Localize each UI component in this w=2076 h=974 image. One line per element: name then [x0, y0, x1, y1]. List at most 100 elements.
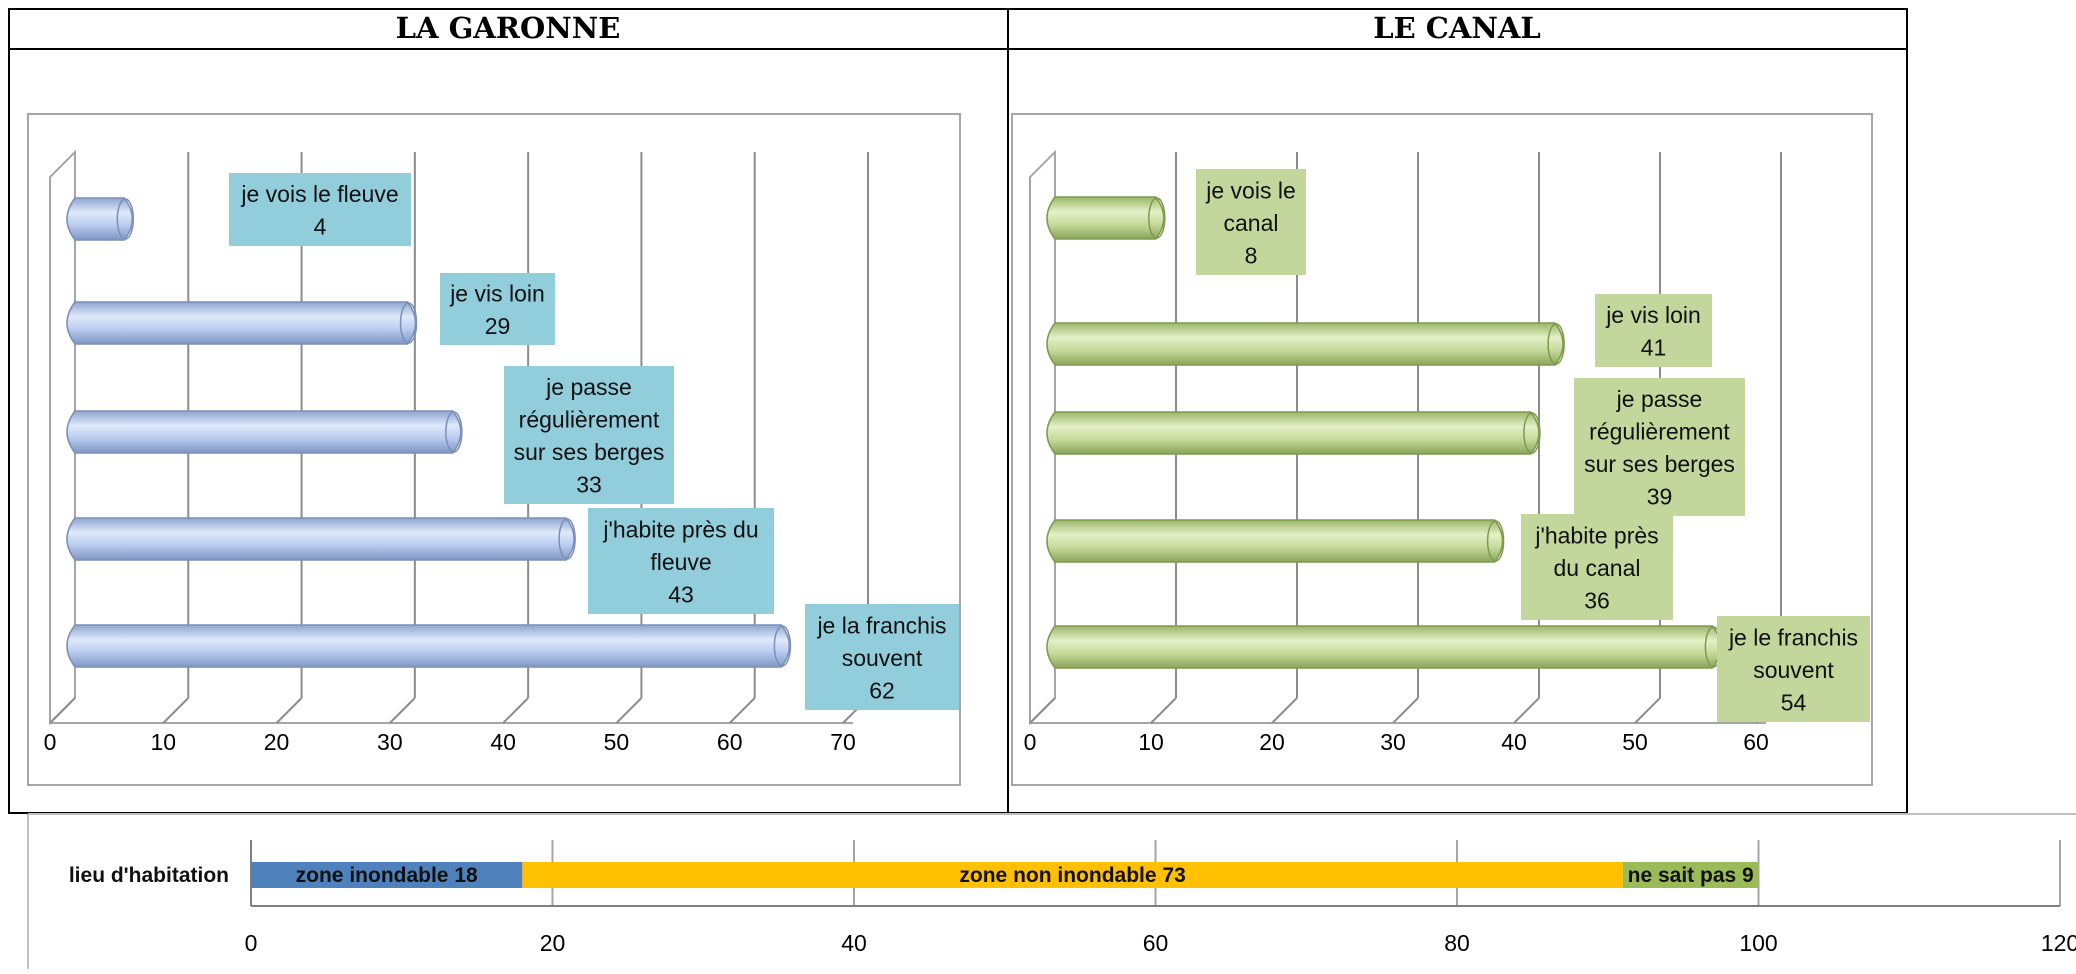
- data-label: 29: [485, 313, 511, 339]
- gridline-floor: [275, 697, 303, 724]
- garonne-chart: 0 10 20 30 40 50 60 70 je vois le fleuve 4 je vis …: [44, 149, 959, 755]
- x-tick-label: 40: [1501, 729, 1527, 755]
- right-panel-title: LE CANAL: [1373, 11, 1541, 45]
- data-label: souvent: [842, 645, 923, 671]
- x-tick-label: 80: [1444, 930, 1470, 956]
- canal-chart: 0 10 20 30 40 50 60 je vois le canal 8 je vis loin…: [1024, 149, 1870, 755]
- segment-label: zone non inondable 73: [959, 864, 1185, 887]
- left-panel-title: LA GARONNE: [396, 11, 621, 45]
- gridline-floor: [1150, 697, 1177, 724]
- data-label: j'habite près du: [602, 516, 758, 542]
- segment-label: zone inondable 18: [296, 864, 478, 887]
- bar: [1046, 519, 1504, 563]
- x-tick-label: 50: [1622, 729, 1648, 755]
- data-label: 33: [576, 472, 602, 498]
- x-tick-label: 0: [44, 729, 57, 755]
- bar: [66, 624, 791, 668]
- habitation-chart: 0 20 40 60 80 100 120 lieu d'habitation zone ino…: [27, 813, 2076, 969]
- bar-end-cap: [1486, 520, 1505, 562]
- x-tick-label: 0: [245, 930, 258, 956]
- bar: [66, 410, 462, 454]
- x-tick-label: 100: [1739, 930, 1777, 956]
- data-label-box: [440, 273, 555, 345]
- bar-end-cap: [1523, 412, 1541, 454]
- data-label: régulièrement: [519, 407, 660, 433]
- gridline-floor: [389, 697, 416, 724]
- bar: [66, 517, 575, 561]
- x-tick-label: 10: [1138, 729, 1164, 755]
- data-label: je la franchis: [816, 612, 946, 638]
- data-label: 39: [1647, 484, 1673, 510]
- data-label: je vis loin: [449, 281, 545, 307]
- data-label: souvent: [1753, 657, 1834, 683]
- data-label-box: [805, 604, 959, 710]
- data-label: je passe: [545, 374, 632, 400]
- data-label: j'habite près: [1534, 522, 1658, 548]
- bar-end-cap: [116, 198, 135, 240]
- data-label: je passe: [1616, 386, 1703, 412]
- x-tick-label: 60: [1743, 729, 1769, 755]
- x-tick-label: 30: [1380, 729, 1406, 755]
- segment-label: ne sait pas 9: [1628, 864, 1754, 887]
- bar-end-cap: [445, 411, 463, 453]
- data-label-box: [229, 173, 411, 246]
- data-label: 62: [869, 677, 895, 703]
- gridline-floor: [502, 697, 529, 724]
- data-label: fleuve: [650, 549, 711, 575]
- bar-end-cap: [1148, 197, 1166, 239]
- data-label: 8: [1245, 242, 1258, 268]
- x-tick-label: 60: [1143, 930, 1169, 956]
- x-tick-label: 20: [264, 729, 290, 755]
- data-label: 4: [314, 214, 327, 240]
- data-label: 43: [668, 581, 694, 607]
- bar-end-cap: [558, 518, 576, 560]
- bar-end-cap: [773, 625, 792, 667]
- data-label: régulièrement: [1589, 419, 1730, 445]
- gridline-floor: [162, 697, 189, 724]
- data-label-box: [588, 508, 774, 614]
- x-tick-label: 40: [841, 930, 867, 956]
- stacked-segment: [1622, 862, 1759, 888]
- data-label-box: [1574, 378, 1745, 516]
- data-label: je le franchis: [1728, 624, 1858, 650]
- x-tick-label: 20: [1259, 729, 1285, 755]
- x-tick-label: 20: [540, 930, 566, 956]
- data-label-box: [504, 366, 674, 504]
- data-label: 36: [1584, 587, 1610, 613]
- gridline-floor: [1392, 697, 1419, 724]
- x-tick-label: 40: [490, 729, 516, 755]
- data-label: canal: [1224, 210, 1279, 236]
- data-label: sur ses berges: [1584, 451, 1735, 477]
- data-label: sur ses berges: [514, 439, 665, 465]
- gridline-floor: [49, 697, 76, 724]
- data-label: 54: [1781, 689, 1807, 715]
- data-label: je vois le: [1205, 177, 1295, 203]
- gridline-floor: [1634, 697, 1661, 724]
- data-label-box: [1196, 169, 1306, 275]
- x-tick-label: 30: [377, 729, 403, 755]
- gridline-floor: [729, 697, 756, 724]
- gridline-floor: [1029, 697, 1056, 724]
- stacked-segment: [251, 862, 523, 888]
- bar: [1046, 322, 1564, 366]
- bar: [1046, 411, 1540, 455]
- gridline-floor: [615, 697, 643, 724]
- data-label-box: [1717, 616, 1870, 722]
- x-tick-label: 60: [717, 729, 743, 755]
- stacked-segment: [522, 862, 1623, 888]
- x-tick-label: 70: [830, 729, 856, 755]
- category-label: lieu d'habitation: [69, 864, 229, 887]
- x-tick-label: 50: [604, 729, 630, 755]
- gridline-floor: [1271, 697, 1298, 724]
- data-label-box: [1595, 294, 1712, 367]
- data-label: je vis loin: [1605, 302, 1701, 328]
- data-label: je vois le fleuve: [240, 181, 398, 207]
- gridline-floor: [1513, 697, 1540, 724]
- x-tick-label: 10: [150, 729, 176, 755]
- data-label: 41: [1641, 335, 1667, 361]
- data-label-box: [1521, 514, 1673, 620]
- data-label: du canal: [1554, 555, 1641, 581]
- bar: [66, 301, 417, 345]
